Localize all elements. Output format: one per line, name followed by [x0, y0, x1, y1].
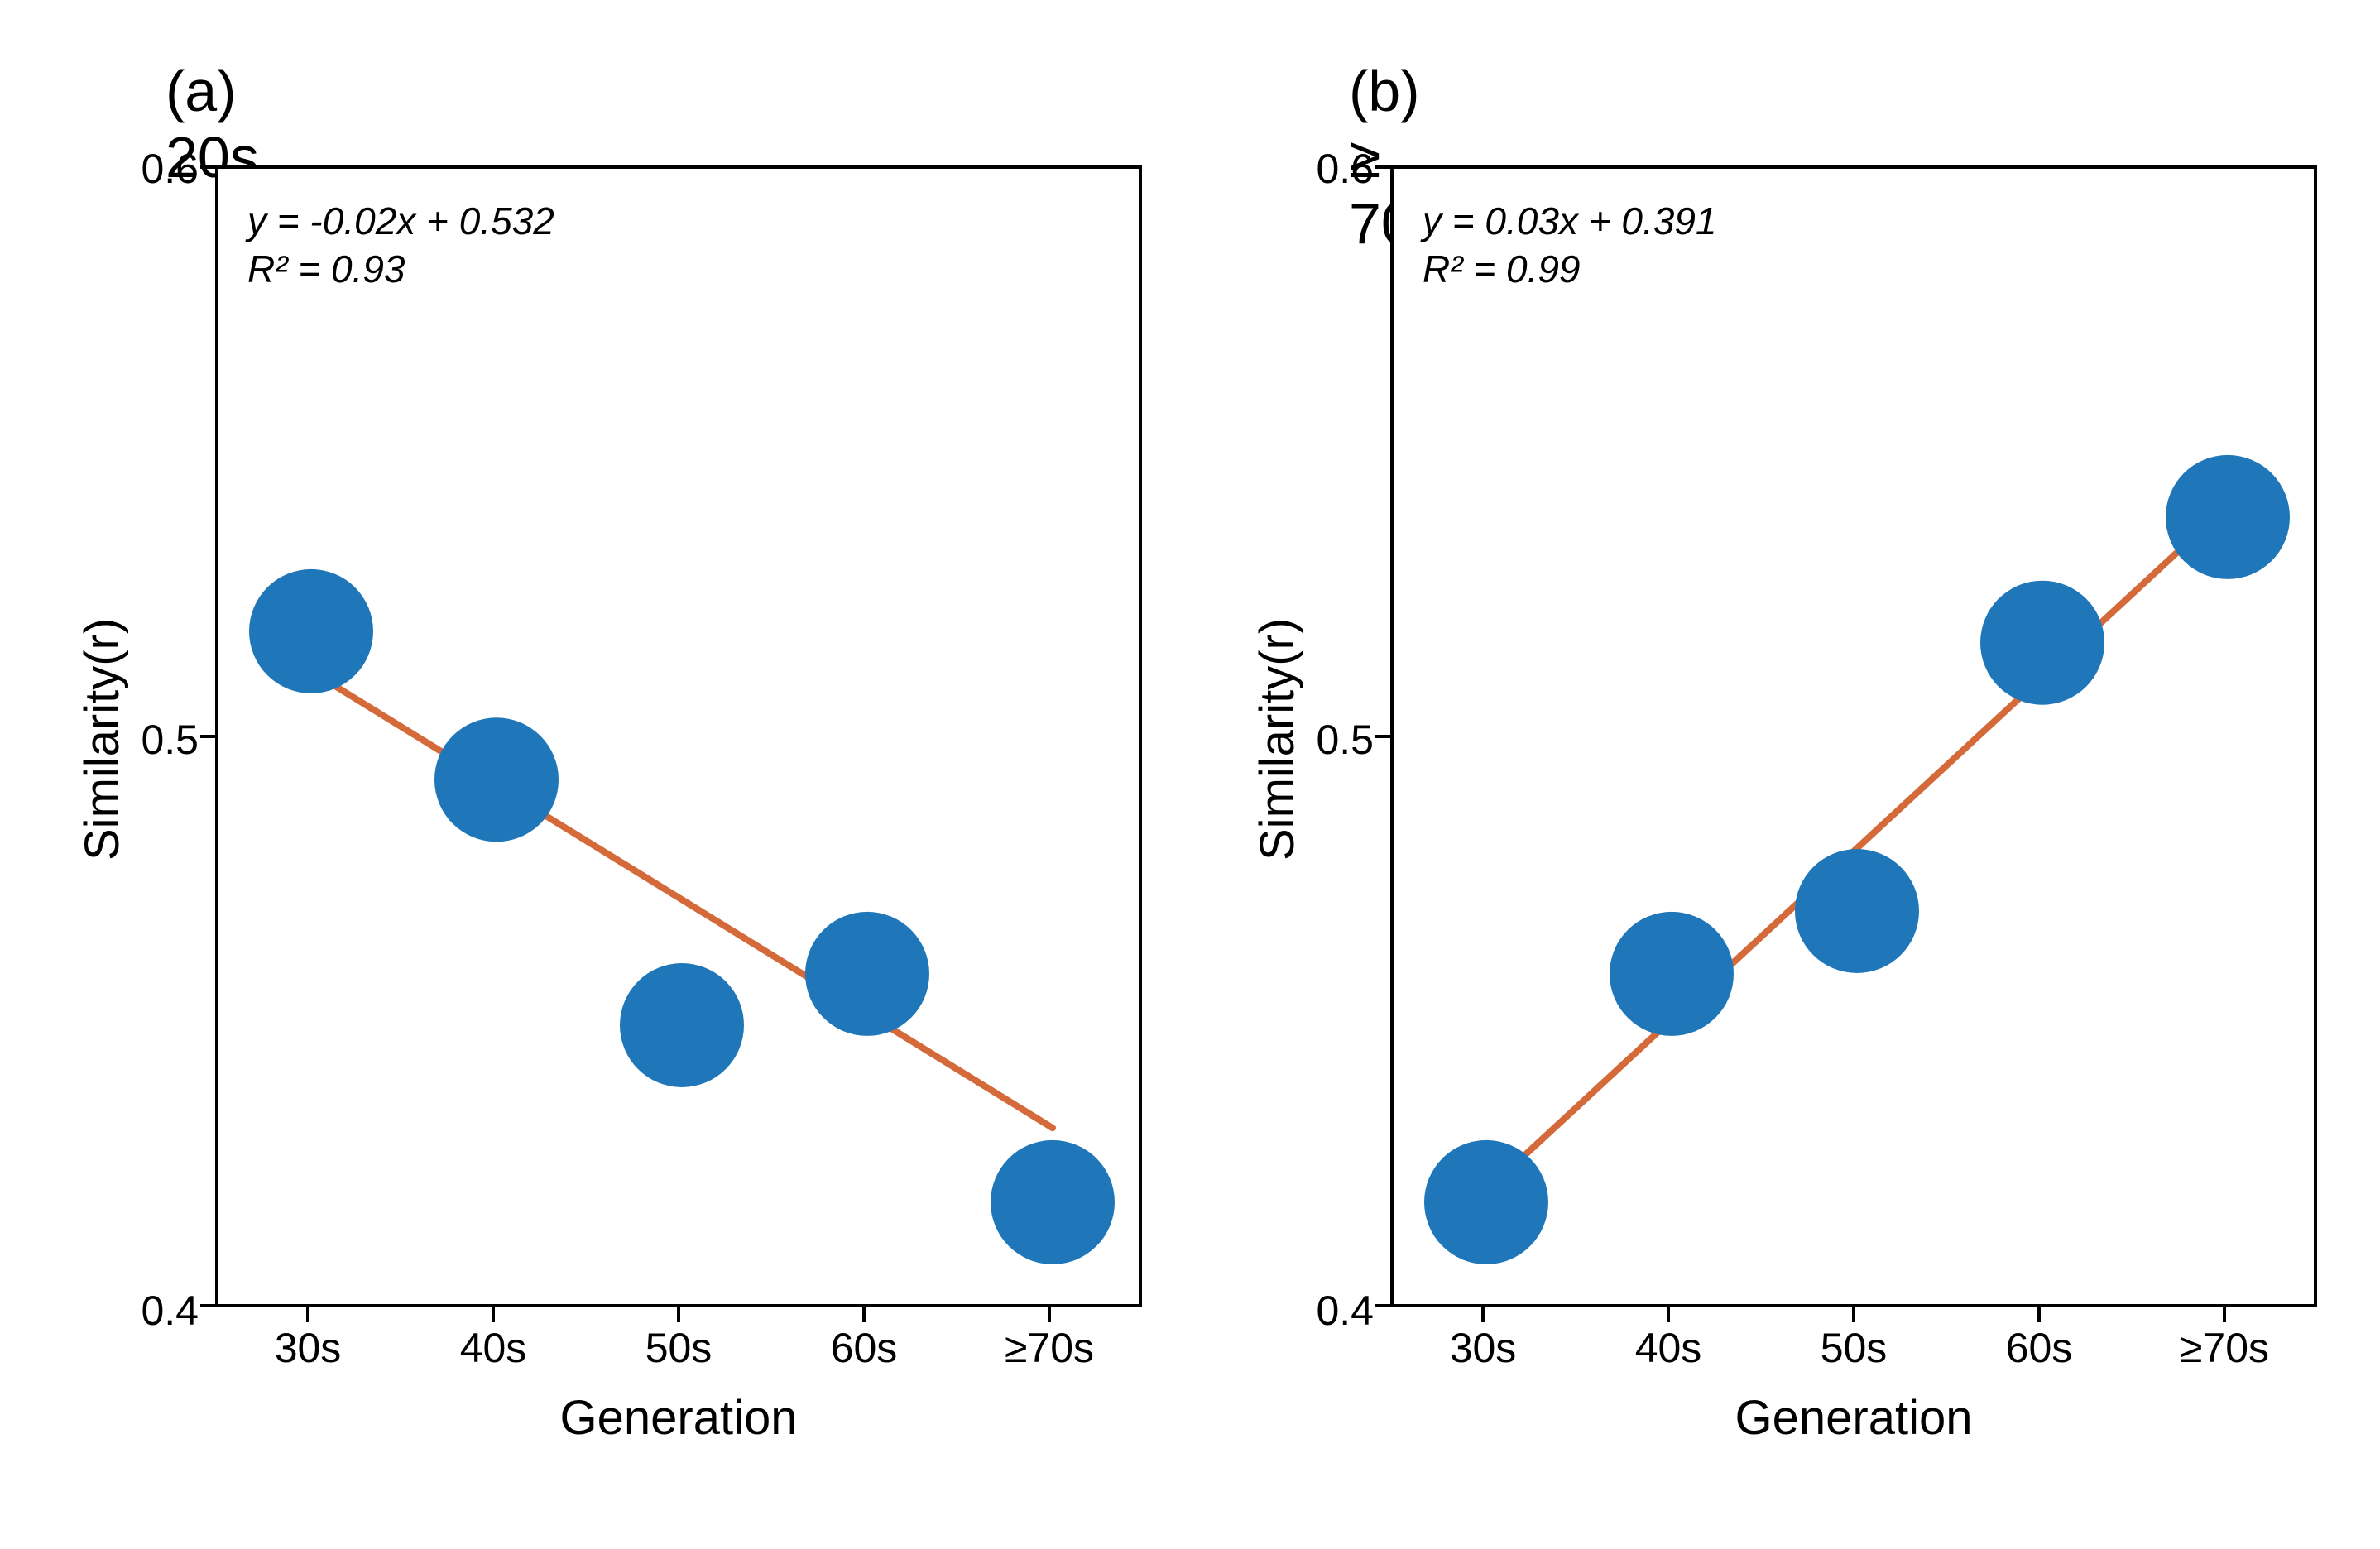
- panel-b-xtick-60s: 60s: [1973, 1324, 2105, 1372]
- data-point: [805, 912, 929, 1036]
- data-point: [1610, 912, 1734, 1036]
- panel-b-regression-r2: R² = 0.99: [1423, 246, 1717, 294]
- figure-container: (a) 20s Similarity(r) y = -0.02x + 0.532…: [0, 0, 2380, 1549]
- panel-a-ytick-mark: [200, 1304, 215, 1307]
- panel-a-xtick-60s: 60s: [798, 1324, 930, 1372]
- panel-b-ytick-0.6: 0.6: [1274, 145, 1374, 193]
- panel-a-regression-annotation: y = -0.02x + 0.532 R² = 0.93: [247, 198, 554, 293]
- data-point: [249, 569, 373, 693]
- panel-b-xtick-30s: 30s: [1417, 1324, 1549, 1372]
- panel-a-xtick-mark: [862, 1307, 866, 1322]
- data-point: [434, 717, 559, 842]
- panel-b-xtick-mark: [1481, 1307, 1485, 1322]
- panel-a-xlabel: Generation: [215, 1390, 1142, 1446]
- panel-a-ytick-0.5: 0.5: [99, 716, 199, 764]
- panel-b-plotbox: y = 0.03x + 0.391 R² = 0.99: [1390, 165, 2317, 1307]
- data-point: [620, 963, 744, 1087]
- panel-a-xtick-50s: 50s: [612, 1324, 745, 1372]
- data-point: [1424, 1140, 1548, 1264]
- data-point: [991, 1140, 1115, 1264]
- panel-a-xtick-mark: [1048, 1307, 1051, 1322]
- panel-a-regression-r2: R² = 0.93: [247, 246, 554, 294]
- panel-b-xlabel: Generation: [1390, 1390, 2317, 1446]
- panel-b-ytick-mark: [1375, 735, 1390, 738]
- panel-a-xtick-30s: 30s: [242, 1324, 374, 1372]
- panel-b-svg: [1394, 169, 2320, 1311]
- panel-b-ytick-0.5: 0.5: [1274, 716, 1374, 764]
- data-point: [1795, 849, 1919, 973]
- panel-a-plotbox: y = -0.02x + 0.532 R² = 0.93: [215, 165, 1142, 1307]
- panel-b-ytick-mark: [1375, 1304, 1390, 1307]
- panel-a-ytick-0.4: 0.4: [99, 1287, 199, 1335]
- panel-a-xtick-mark: [306, 1307, 309, 1322]
- panel-b-xtick-70s: ≥70s: [2158, 1324, 2291, 1372]
- panel-a-xtick-mark: [492, 1307, 495, 1322]
- data-point: [2166, 455, 2290, 579]
- panel-a-ytick-mark: [200, 735, 215, 738]
- data-point: [1980, 581, 2104, 705]
- panel-a-xtick-mark: [677, 1307, 680, 1322]
- panel-b-ytick-0.4: 0.4: [1274, 1287, 1374, 1335]
- panel-a-xtick-40s: 40s: [427, 1324, 559, 1372]
- panel-a-ytick-0.6: 0.6: [99, 145, 199, 193]
- panel-b-xtick-50s: 50s: [1787, 1324, 1920, 1372]
- panel-b-ytick-mark: [1375, 165, 1390, 169]
- panel-b-xtick-mark: [1852, 1307, 1855, 1322]
- panel-a-svg: [218, 169, 1145, 1311]
- panel-b-regression-annotation: y = 0.03x + 0.391 R² = 0.99: [1423, 198, 1717, 293]
- trendline: [1486, 506, 2228, 1191]
- panel-b-xtick-mark: [2223, 1307, 2226, 1322]
- panel-b-regression-eq: y = 0.03x + 0.391: [1423, 198, 1717, 246]
- panel-a-xtick-70s: ≥70s: [983, 1324, 1116, 1372]
- panel-b-xtick-40s: 40s: [1602, 1324, 1735, 1372]
- panel-a-ytick-mark: [200, 165, 215, 169]
- panel-a-regression-eq: y = -0.02x + 0.532: [247, 198, 554, 246]
- panel-b-xtick-mark: [2037, 1307, 2041, 1322]
- panel-b-xtick-mark: [1667, 1307, 1670, 1322]
